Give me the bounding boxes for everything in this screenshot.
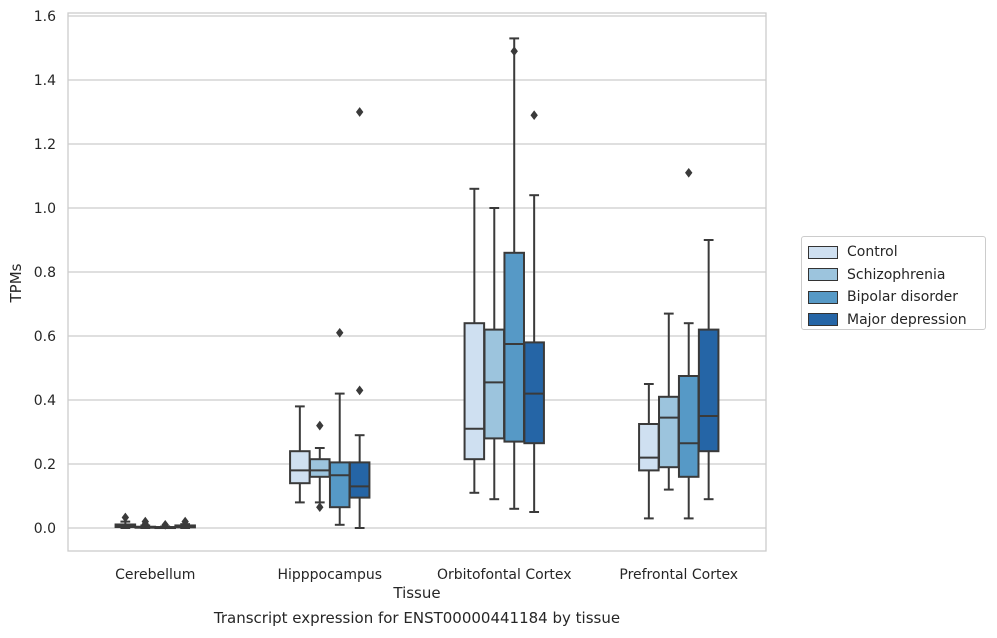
legend-item-schizophrenia: Schizophrenia: [808, 264, 979, 287]
outlier-point: [316, 502, 324, 513]
y-tick-label: 1.4: [34, 73, 56, 89]
outlier-point: [355, 385, 364, 396]
outlier-point: [181, 516, 189, 527]
box-iqr: [483, 328, 506, 440]
x-tick-label: Orbitofontal Cortex: [437, 567, 572, 583]
box-iqr: [348, 461, 371, 499]
outlier-point: [336, 327, 344, 338]
outlier-point: [355, 107, 364, 117]
box-cerebellum-control: [114, 512, 137, 529]
box-hipppocampus-major-depression: [348, 107, 371, 529]
box-iqr: [697, 328, 720, 453]
box-iqr: [638, 423, 660, 472]
box-prefrontal-cortex-control: [638, 383, 660, 520]
x-axis-label: Tissue: [392, 584, 440, 602]
box-iqr: [328, 461, 351, 509]
plot-area-frame: [67, 12, 767, 552]
y-tick-label: 0.8: [34, 265, 56, 281]
legend-swatch: [808, 313, 838, 327]
x-axis-ticks: Cerebellum Hipppocampus Orbitofontal Corte…: [115, 567, 738, 583]
box-iqr: [503, 251, 525, 443]
box-hipppocampus-control: [289, 405, 311, 504]
legend-item-major-depression: Major depression: [808, 309, 979, 332]
legend-item-control: Control: [808, 241, 979, 264]
box-orbitofontal-cortex-major-depression: [523, 110, 545, 513]
box-plot-marks: [114, 37, 720, 530]
outlier-point: [141, 516, 149, 527]
box-cerebellum-schizophrenia: [134, 516, 157, 530]
legend-swatch: [808, 245, 838, 259]
y-tick-label: 0.0: [34, 521, 56, 537]
legend-label: Control: [847, 244, 898, 261]
x-tick-label: Cerebellum: [115, 567, 195, 583]
box-iqr: [463, 322, 486, 461]
legend-swatch: [808, 268, 838, 282]
y-tick-label: 1.0: [34, 201, 56, 217]
box-prefrontal-cortex-major-depression: [697, 239, 720, 501]
outlier-point: [316, 420, 324, 431]
box-hipppocampus-bipolar-disorder: [328, 327, 351, 526]
box-cerebellum-major-depression: [174, 516, 196, 529]
box-iqr: [658, 395, 680, 469]
box-orbitofontal-cortex-schizophrenia: [483, 207, 506, 501]
y-axis-ticks: 0.0 0.2 0.4 0.6 0.8 1.0 1.2 1.4 1.6: [34, 9, 56, 537]
y-axis-label: TPMs: [7, 263, 25, 303]
box-orbitofontal-cortex-control: [463, 187, 486, 494]
chart-caption: Transcript expression for ENST0000044118…: [213, 609, 621, 627]
y-tick-label: 0.2: [34, 457, 56, 473]
legend-swatch: [808, 290, 838, 304]
box-iqr: [309, 458, 331, 478]
x-tick-label: Prefrontal Cortex: [619, 567, 738, 583]
box-cerebellum-bipolar-disorder: [154, 519, 176, 530]
outlier-point: [121, 512, 130, 523]
box-hipppocampus-schizophrenia: [309, 420, 331, 513]
box-prefrontal-cortex-schizophrenia: [658, 312, 680, 491]
outlier-point: [510, 46, 518, 57]
legend-label: Major depression: [847, 311, 967, 328]
y-tick-label: 0.6: [34, 329, 56, 345]
legend-item-bipolar-disorder: Bipolar disorder: [808, 286, 979, 309]
chart-legend: Control Schizophrenia Bipolar disorder M…: [801, 236, 986, 330]
grid-lines: [68, 15, 766, 529]
y-tick-label: 1.6: [34, 9, 56, 25]
box-orbitofontal-cortex-bipolar-disorder: [503, 37, 525, 510]
box-prefrontal-cortex-bipolar-disorder: [677, 167, 700, 520]
outlier-point: [161, 519, 169, 530]
outlier-point: [530, 110, 538, 121]
legend-label: Schizophrenia: [847, 266, 946, 283]
y-tick-label: 0.4: [34, 393, 56, 409]
y-tick-label: 1.2: [34, 137, 56, 153]
outlier-point: [685, 167, 693, 178]
box-iqr: [289, 450, 311, 485]
box-iqr: [677, 375, 700, 478]
legend-label: Bipolar disorder: [847, 289, 959, 306]
x-tick-label: Hipppocampus: [277, 567, 382, 583]
